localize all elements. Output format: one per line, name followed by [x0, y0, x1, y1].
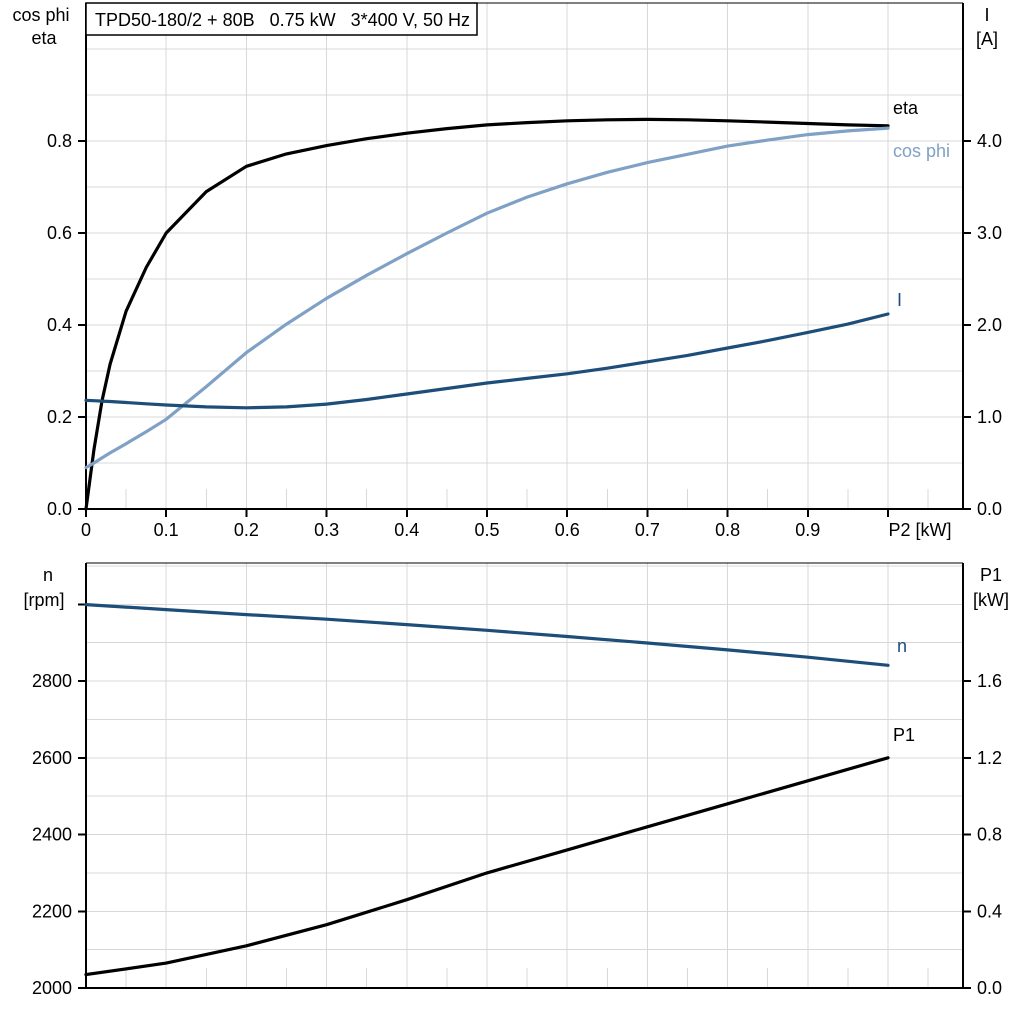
electrical-chart: 0 0.1 0.2 0.3 0.4 0.5 0.6 0.7 0.8 0.9 0.0 0.2 0.4 0.6…: [12, 2, 1002, 540]
y-tick-label-left: 2600: [32, 748, 72, 768]
series-label-n: n: [897, 636, 907, 656]
chart-title-box: [85, 2, 478, 36]
y-tick-label-left: 0.0: [47, 499, 72, 519]
y-tick-label-left: 0.4: [47, 315, 72, 335]
eta-curve: [84, 117, 890, 511]
y-tick-label-right: 1.6: [977, 671, 1002, 691]
x-tick-label: 0.7: [635, 520, 660, 540]
axis-unit-label: n: [43, 565, 53, 585]
y-tick-label-right: 2.0: [977, 315, 1002, 335]
y-tick-label-left: 2800: [32, 671, 72, 691]
x-tick-label: 0: [81, 520, 91, 540]
y-tick-label-right: 0.0: [977, 499, 1002, 519]
x-tick-label: 0.1: [154, 520, 179, 540]
y-tick-label-right: 1.2: [977, 748, 1002, 768]
series-label-P1: P1: [893, 725, 915, 745]
x-axis-label: P2 [kW]: [888, 520, 951, 540]
y-tick-label-left: 0.8: [47, 131, 72, 151]
P1-curve: [84, 756, 890, 977]
y-tick-label-left: 2200: [32, 901, 72, 921]
x-tick-label: 0.8: [715, 520, 740, 540]
axis-unit-label: I: [984, 5, 989, 25]
x-tick-label: 0.9: [795, 520, 820, 540]
mechanical-chart: 2000 2200 2400 2600 2800 0.0 0.4 0.8 1.2 1.6 n [rpm…: [23, 562, 1009, 998]
I-curve: [84, 312, 890, 410]
x-tick-label: 0.2: [234, 520, 259, 540]
y-tick-label-left: 0.2: [47, 407, 72, 427]
y-tick-label-left: 0.6: [47, 223, 72, 243]
series-label-eta: eta: [893, 98, 919, 118]
x-tick-label: 0.4: [394, 520, 419, 540]
y-tick-label-right: 1.0: [977, 407, 1002, 427]
y-tick-label-right: 0.0: [977, 978, 1002, 998]
axis-unit-label: cos phi: [12, 5, 69, 25]
axis-unit-label: [rpm]: [23, 590, 64, 610]
y-tick-label-left: 2000: [32, 978, 72, 998]
y-tick-label-right: 0.4: [977, 901, 1002, 921]
cos-phi-curve: [84, 126, 890, 470]
series-label-cos-phi: cos phi: [893, 141, 950, 161]
axis-unit-label: [kW]: [973, 590, 1009, 610]
y-tick-label-right: 3.0: [977, 223, 1002, 243]
axis-unit-label: P1: [980, 565, 1002, 585]
series-label-I: I: [897, 290, 902, 310]
x-tick-label: 0.5: [474, 520, 499, 540]
n-curve: [84, 602, 890, 667]
y-tick-label-right: 4.0: [977, 131, 1002, 151]
chart-title: TPD50-180/2 + 80B 0.75 kW 3*400 V, 50 Hz: [95, 10, 470, 30]
axis-unit-label: [A]: [976, 29, 998, 49]
x-tick-label: 0.3: [314, 520, 339, 540]
x-tick-label: 0.6: [555, 520, 580, 540]
y-tick-label-left: 2400: [32, 825, 72, 845]
y-tick-label-right: 0.8: [977, 825, 1002, 845]
axis-unit-label: eta: [31, 28, 57, 48]
